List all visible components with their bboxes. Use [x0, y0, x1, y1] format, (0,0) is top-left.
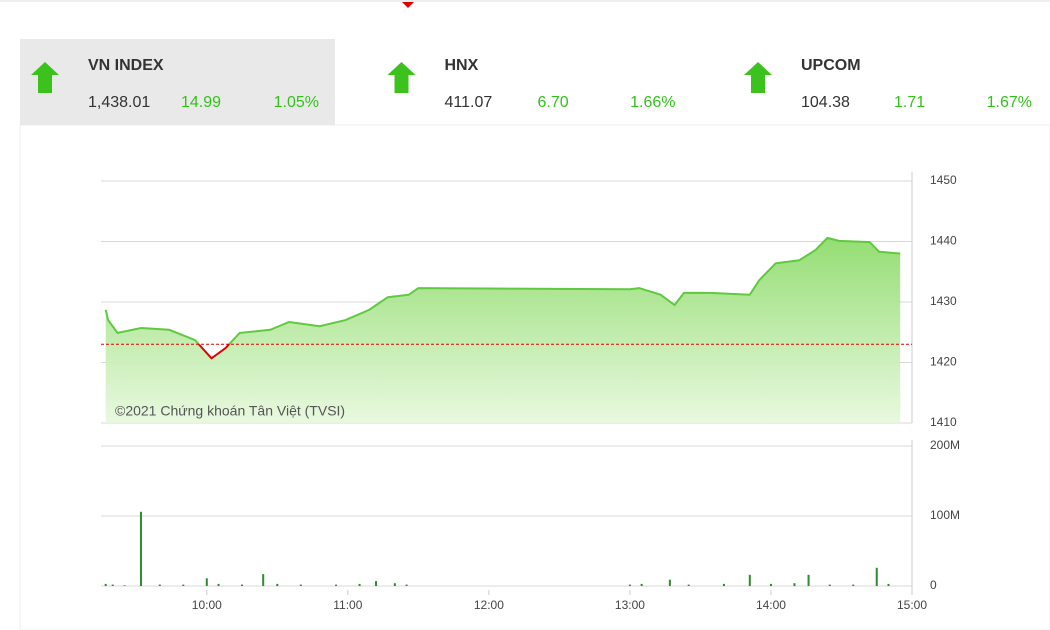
volume-bar [241, 584, 244, 586]
volume-bar [828, 584, 831, 586]
volume-bar [769, 583, 772, 586]
volume-bar [111, 584, 114, 586]
index-tab[interactable]: HNX 411.07 6.70 1.66% [387, 57, 676, 111]
index-percent: 1.66% [630, 94, 675, 111]
volume-bar [393, 583, 396, 586]
y-tick-label: 100M [930, 508, 960, 522]
x-tick-label: 13:00 [615, 598, 645, 612]
volume-bar [158, 584, 161, 586]
volume-bar [852, 584, 855, 586]
index-change: 6.70 [538, 94, 569, 111]
y-tick-label: 0 [930, 578, 937, 592]
x-tick-label: 14:00 [756, 598, 786, 612]
volume-bar [640, 583, 643, 586]
x-tick-label: 11:00 [333, 598, 362, 612]
x-tick-label: 10:00 [192, 598, 222, 612]
price-line [104, 236, 901, 345]
index-name: VN INDEX [88, 57, 164, 74]
y-tick-label: 200M [930, 438, 960, 452]
index-tabs: VN INDEX 1,438.01 14.99 1.05% HNX 411.07 6.70 1… [20, 39, 1032, 125]
x-tick-label: 12:00 [474, 598, 504, 612]
up-arrow-icon [744, 62, 772, 93]
y-tick-label: 1440 [930, 234, 957, 248]
y-tick-label: 1430 [930, 294, 957, 308]
volume-bar [628, 584, 631, 586]
volume-bar [104, 583, 107, 586]
volume-bar [887, 583, 890, 586]
index-name: UPCOM [801, 57, 861, 74]
volume-bar [205, 578, 208, 586]
volume-bar [262, 574, 265, 586]
volume-bar [217, 583, 220, 586]
up-arrow-icon [387, 62, 416, 93]
volume-bar [123, 585, 126, 586]
index-name: HNX [445, 57, 479, 74]
volume-bar [182, 584, 185, 586]
index-percent: 1.67% [987, 94, 1032, 111]
index-value: 1,438.01 [88, 94, 150, 111]
volume-bar [748, 574, 751, 586]
index-value: 104.38 [801, 94, 850, 111]
volume-bar [807, 574, 810, 586]
index-percent: 1.05% [274, 94, 319, 111]
index-tab[interactable]: VN INDEX 1,438.01 14.99 1.05% [20, 39, 335, 125]
area-fill [105, 237, 901, 423]
watermark: ©2021 Chứng khoán Tân Việt (TVSI) [115, 403, 345, 419]
volume-bar [793, 583, 796, 586]
up-arrow-icon [31, 62, 59, 93]
index-change: 1.71 [894, 94, 925, 111]
volume-bar [668, 579, 671, 586]
index-tab[interactable]: UPCOM 104.38 1.71 1.67% [744, 57, 1032, 111]
volume-bar [358, 583, 361, 586]
chart: 1410 1420 1430 1440 1450 ©2021 Chứng khoán Tâ… [101, 172, 960, 612]
index-value: 411.07 [445, 94, 493, 111]
y-tick-label: 1410 [930, 415, 957, 429]
tab-background [20, 39, 335, 125]
volume-bar [875, 567, 878, 586]
volume-bar [722, 583, 725, 586]
index-change: 14.99 [181, 94, 221, 111]
y-tick-label: 1420 [930, 355, 957, 369]
volume-bar [405, 584, 408, 586]
x-tick-label: 15:00 [897, 598, 927, 612]
volume-bar [139, 511, 142, 586]
volume-bar [299, 584, 302, 586]
header-marker [402, 2, 414, 8]
price-line-below-reference [197, 344, 231, 360]
volume-bar [375, 581, 378, 586]
volume-bar [335, 584, 338, 586]
volume-bar [276, 583, 279, 586]
y-tick-label: 1450 [930, 173, 957, 187]
volume-bar [687, 584, 690, 586]
